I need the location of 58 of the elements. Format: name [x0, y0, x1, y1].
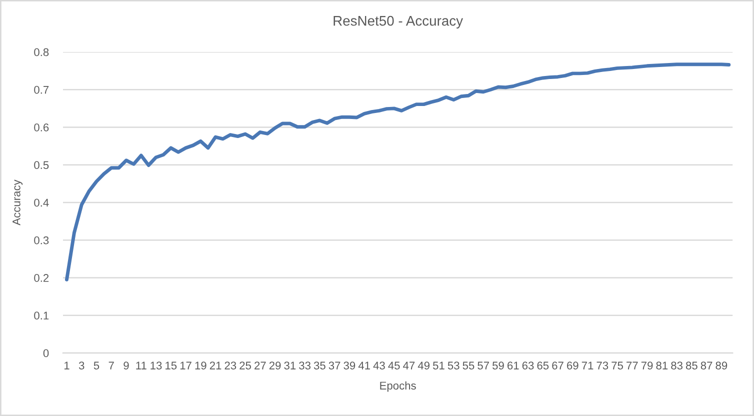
x-tick-label: 15	[166, 362, 177, 370]
x-tick-label: 9	[124, 362, 129, 370]
x-tick-label: 19	[195, 362, 206, 370]
x-tick-label: 53	[448, 362, 460, 370]
x-tick-label: 77	[626, 362, 638, 370]
x-tick-label: 45	[388, 362, 400, 370]
y-tick-label: 0.3	[34, 236, 49, 244]
y-tick-label: 0.8	[34, 48, 49, 56]
x-tick-label: 83	[671, 362, 682, 370]
y-tick-label: 0.1	[34, 312, 49, 320]
x-tick-label: 63	[522, 362, 534, 370]
x-tick-label: 39	[344, 362, 356, 370]
x-tick-label: 85	[686, 362, 698, 370]
x-tick-label: 11	[136, 362, 146, 370]
x-tick-label: 27	[254, 362, 266, 370]
x-axis-title: Epochs	[380, 381, 416, 392]
x-tick-label: 47	[403, 362, 415, 370]
x-tick-label: 29	[269, 362, 281, 370]
x-tick-label: 71	[582, 362, 594, 370]
x-tick-label: 1	[64, 362, 70, 370]
x-tick-label: 73	[596, 362, 608, 370]
x-tick-label: 23	[224, 362, 236, 370]
y-tick-label: 0.5	[34, 161, 49, 170]
x-tick-label: 43	[373, 362, 385, 370]
y-tick-label: 0.2	[34, 274, 49, 282]
x-tick-label: 87	[700, 362, 712, 370]
x-tick-label: 79	[641, 362, 653, 370]
x-tick-label: 37	[328, 362, 340, 370]
line-series	[64, 62, 731, 282]
x-tick-label: 51	[432, 362, 444, 370]
x-tick-label: 81	[656, 362, 668, 370]
y-axis-title: Accuracy	[12, 180, 23, 226]
x-tick-label: 89	[716, 362, 728, 370]
y-tick-label: 0.6	[34, 124, 49, 132]
x-tick-label: 55	[462, 362, 474, 370]
x-tick-label: 25	[240, 362, 251, 370]
x-tick-label: 17	[180, 362, 192, 370]
x-tick-label: 67	[552, 362, 564, 370]
x-tick-label: 7	[108, 362, 114, 370]
x-tick-label: 35	[314, 362, 326, 370]
x-tick-label: 65	[537, 362, 549, 370]
y-tick-label: 0	[43, 349, 49, 358]
x-tick-label: 75	[612, 362, 623, 370]
x-tick-label: 5	[94, 362, 100, 370]
x-tick-label: 59	[492, 362, 504, 370]
x-tick-label: 41	[358, 362, 370, 370]
x-tick-label: 31	[284, 362, 296, 370]
x-tick-label: 61	[508, 362, 519, 370]
x-tick-label: 49	[418, 362, 430, 370]
x-tick-label: 57	[478, 362, 489, 370]
x-tick-label: 3	[78, 362, 84, 370]
y-tick-label: 0.7	[34, 86, 49, 94]
x-tick-label: 13	[150, 362, 162, 370]
x-tick-label: 69	[567, 362, 578, 370]
y-tick-label: 0.4	[34, 198, 49, 207]
x-tick-label: 21	[210, 362, 222, 370]
x-tick-label: 33	[299, 362, 310, 370]
chart-title: ResNet50 - Accuracy	[334, 16, 464, 28]
